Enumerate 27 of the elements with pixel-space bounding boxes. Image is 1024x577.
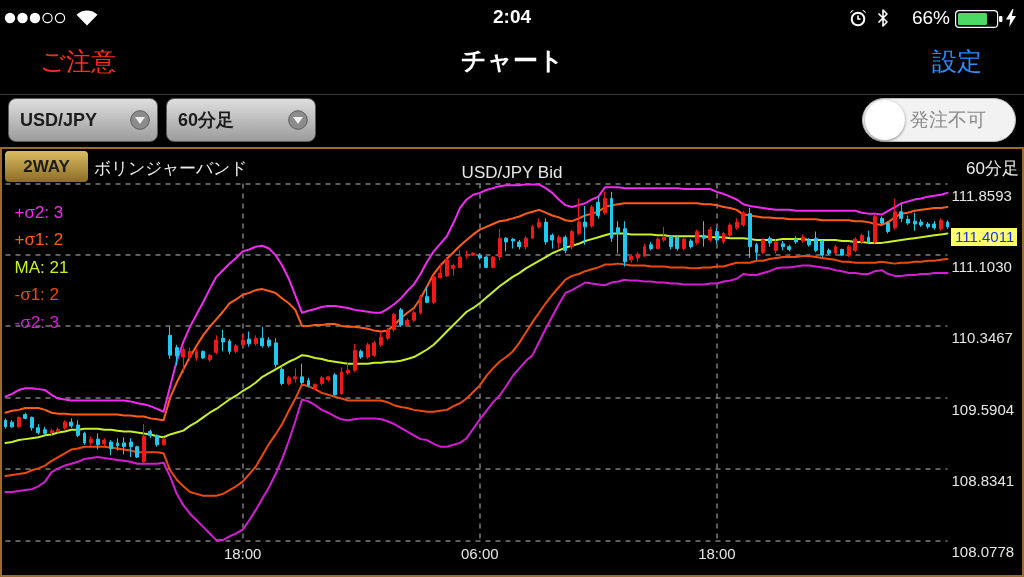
x-tick-label: 06:00	[461, 545, 499, 563]
y-tick-label: 110.3467	[951, 329, 1013, 347]
text: 60分足	[966, 159, 1019, 179]
text: +σ1: 2	[14, 230, 64, 249]
text: +σ2: 3	[14, 202, 64, 222]
x-tick-label: 18:00	[698, 545, 736, 563]
text: 2:04	[492, 6, 532, 28]
text: ご注意	[40, 47, 116, 76]
button: 2WAY	[5, 151, 88, 182]
dropdown-field: 60分足	[166, 98, 316, 142]
y-tick-label: 109.5904	[951, 400, 1015, 418]
text: 設定	[932, 47, 982, 76]
text: チャート	[460, 46, 564, 75]
dropdown-field: USD/JPY	[8, 98, 158, 142]
y-tick-label: 108.0778	[951, 543, 1015, 561]
chart-title: USD/JPY Bid	[461, 163, 563, 182]
text: ボリンジャーバンド	[94, 159, 247, 179]
toggle-switch: 発注不可	[862, 98, 1016, 142]
y-tick-label: 111.1030	[951, 257, 1012, 275]
text: -σ1: 2	[14, 285, 60, 304]
y-tick-label: 111.8593	[951, 186, 1012, 204]
text: 66%	[911, 7, 950, 29]
x-tick-label: 18:00	[223, 545, 262, 563]
text: MA: 21	[14, 257, 69, 277]
text: -σ2: 3	[14, 312, 60, 332]
text: 111.4011	[951, 228, 1018, 246]
y-tick-label: 108.8341	[951, 471, 1015, 489]
